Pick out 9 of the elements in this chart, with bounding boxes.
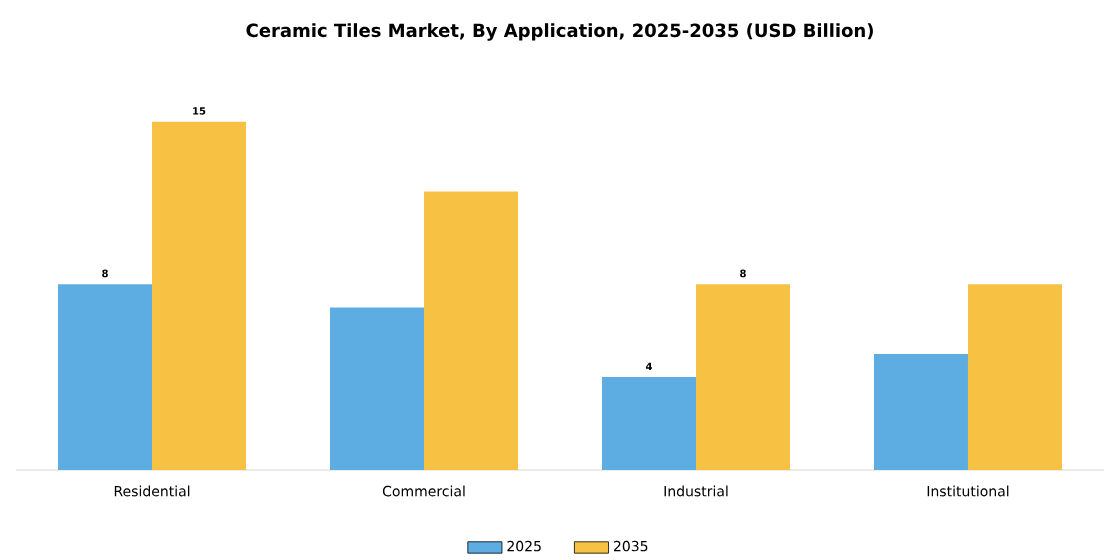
bar [602, 377, 696, 470]
bar [152, 121, 247, 470]
bar [330, 307, 424, 470]
bar [967, 284, 1062, 470]
bar [58, 284, 153, 470]
chart-title: Ceramic Tiles Market, By Application, 2025-2035 (USD Billion) [246, 23, 873, 41]
bar [424, 191, 519, 470]
bar [695, 284, 790, 470]
bar [873, 353, 968, 470]
